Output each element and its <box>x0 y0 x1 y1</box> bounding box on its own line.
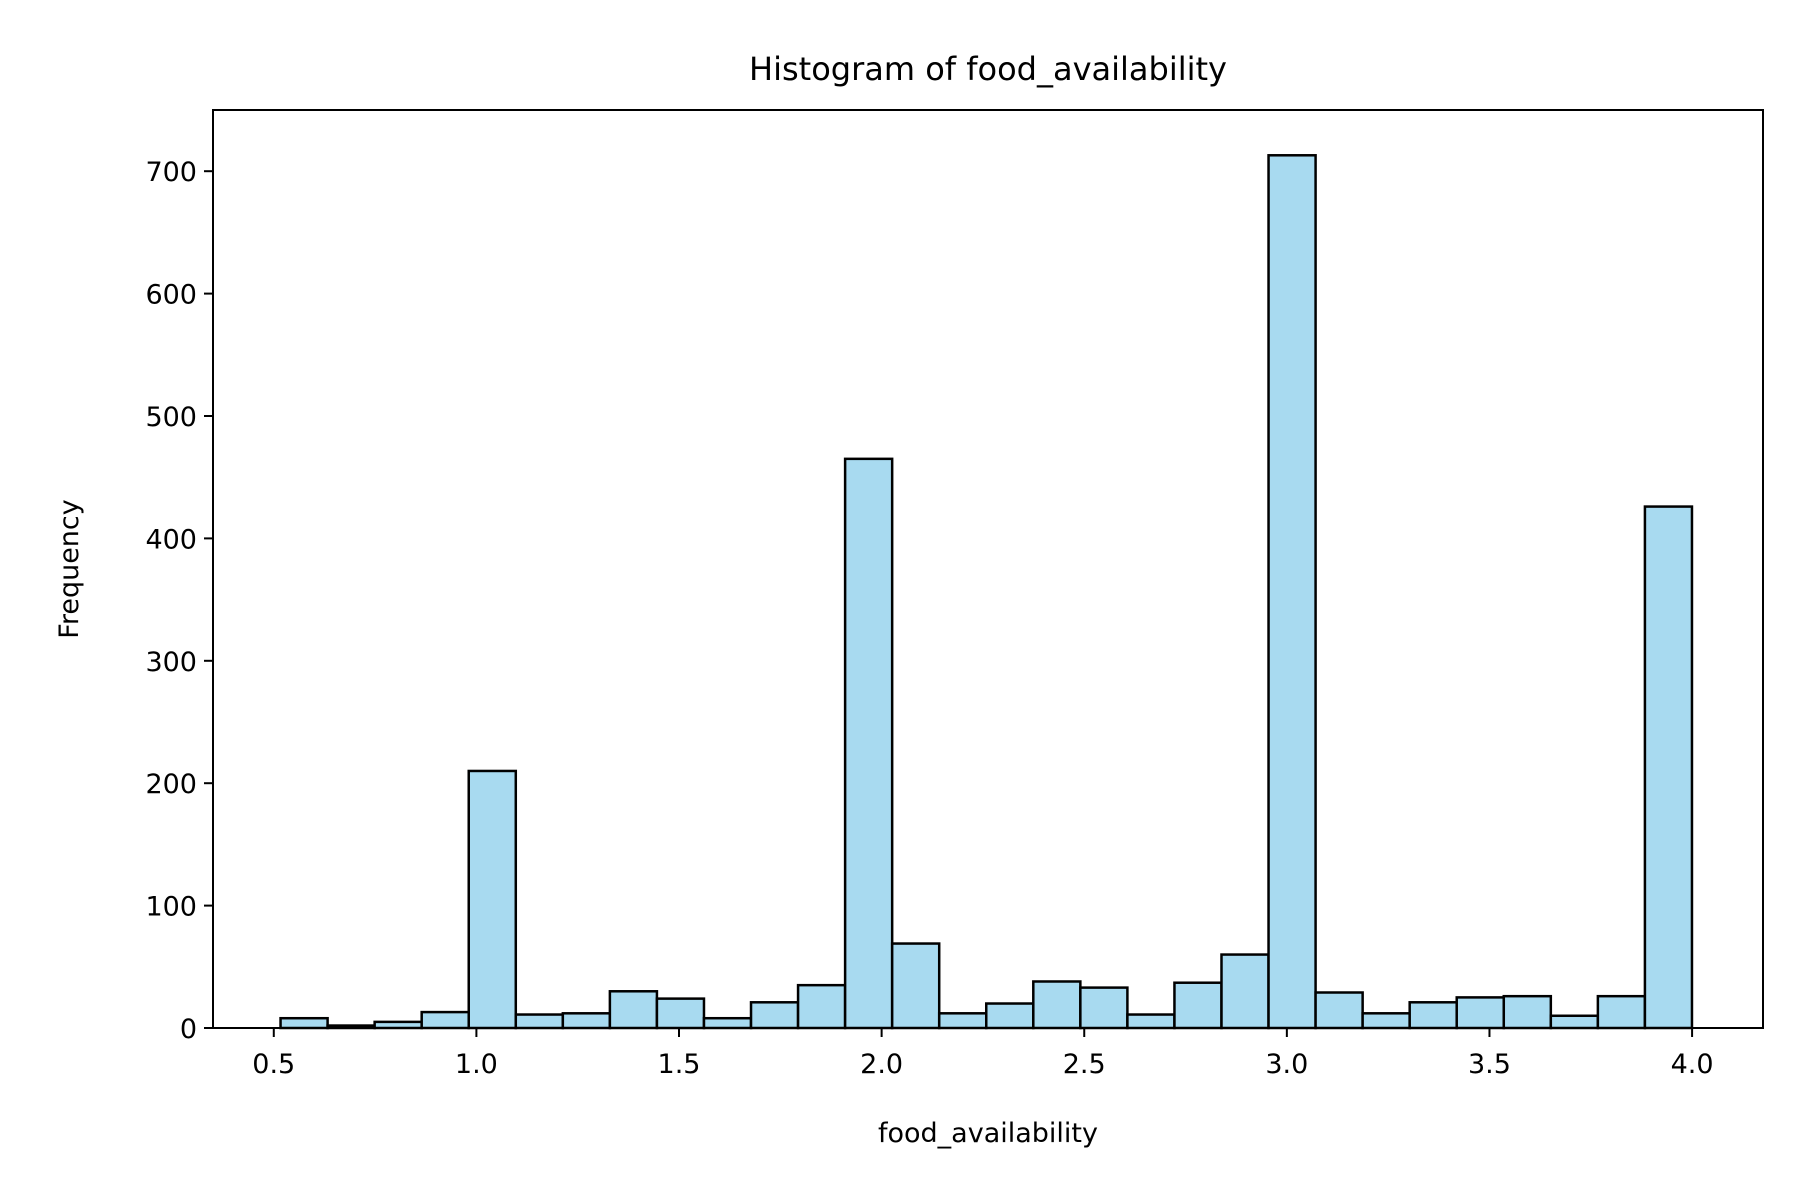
histogram-bar <box>937 1012 988 1030</box>
histogram-bar <box>1126 1013 1176 1030</box>
bars-group <box>279 154 1694 1030</box>
chart-title: Histogram of food_availability <box>749 50 1227 88</box>
histogram-bar <box>1408 1001 1458 1030</box>
histogram-bar <box>608 990 659 1030</box>
x-axis-label: food_availability <box>878 1118 1098 1149</box>
histogram-bar <box>1549 1014 1600 1030</box>
x-tick-label: 1.5 <box>658 1049 701 1080</box>
histogram-bar <box>1032 980 1082 1030</box>
y-tick-label: 0 <box>180 1014 197 1045</box>
x-tick-label: 0.5 <box>252 1049 295 1080</box>
x-tick-label: 3.0 <box>1265 1049 1308 1080</box>
histogram-bar <box>1267 154 1317 1030</box>
histogram-bar <box>279 1016 329 1030</box>
y-axis-ticks: 0 100 200 300 400 500 600 700 <box>145 157 213 1045</box>
histogram-bar <box>467 769 518 1030</box>
histogram-bar <box>514 1013 565 1030</box>
y-tick-label: 100 <box>145 892 197 923</box>
y-tick-label: 200 <box>145 769 197 800</box>
histogram-bar <box>1502 994 1553 1030</box>
histogram-bar <box>561 1012 612 1030</box>
histogram-bar <box>890 942 941 1030</box>
x-tick-label: 3.5 <box>1468 1049 1511 1080</box>
y-tick-label: 400 <box>145 524 197 555</box>
y-tick-label: 700 <box>145 157 197 188</box>
histogram-bar <box>655 997 706 1030</box>
histogram-bar <box>1596 994 1647 1030</box>
y-tick-label: 300 <box>145 647 197 678</box>
y-tick-label: 500 <box>145 402 197 433</box>
x-tick-label: 2.0 <box>860 1049 903 1080</box>
histogram-bar <box>1220 953 1270 1030</box>
histogram-bar <box>1079 986 1129 1030</box>
histogram-bar <box>843 457 894 1030</box>
histogram-bar <box>985 1002 1035 1030</box>
histogram-bar <box>1455 996 1506 1030</box>
histogram-bar <box>749 1001 800 1030</box>
x-tick-label: 1.0 <box>455 1049 498 1080</box>
histogram-bar <box>1173 981 1223 1030</box>
histogram-bar <box>420 1010 470 1030</box>
histogram-bar <box>702 1016 753 1030</box>
histogram-bar <box>1643 505 1694 1030</box>
x-axis-ticks: 0.5 1.0 1.5 2.0 2.5 3.0 3.5 4.0 <box>252 1028 1714 1080</box>
histogram-bar <box>796 983 847 1030</box>
y-tick-label: 600 <box>145 280 197 311</box>
histogram-bar <box>1314 991 1364 1030</box>
histogram-bar <box>1361 1012 1411 1030</box>
y-axis-label: Frequency <box>54 499 85 639</box>
x-tick-label: 2.5 <box>1063 1049 1106 1080</box>
x-tick-label: 4.0 <box>1671 1049 1714 1080</box>
plot-frame <box>212 109 1764 1029</box>
